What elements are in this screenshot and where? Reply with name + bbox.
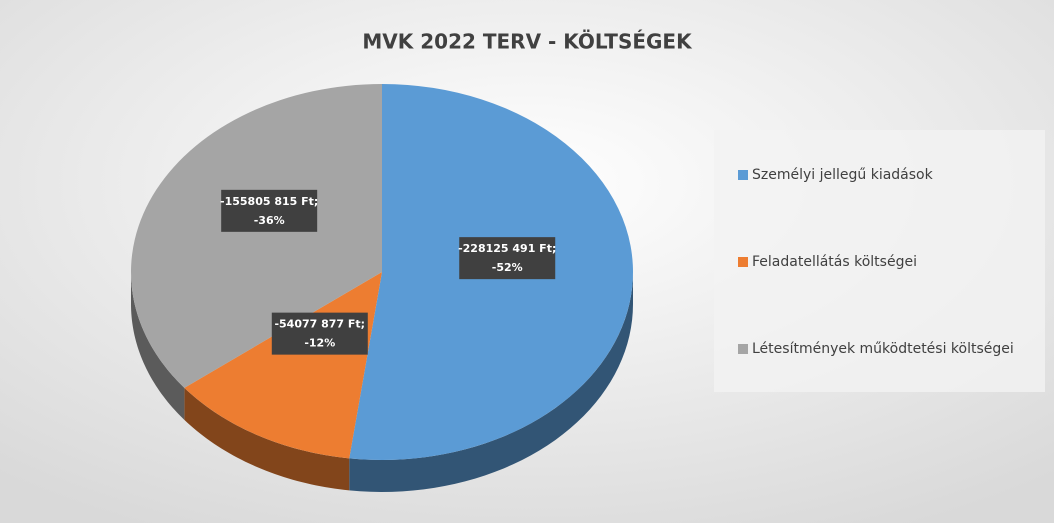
- data-label: -36%: [254, 214, 285, 227]
- pie-side: [131, 272, 185, 420]
- data-label-box: [271, 312, 368, 355]
- legend-label: Létesítmények működtetési költségei: [752, 341, 1014, 357]
- pie-side: [349, 272, 633, 492]
- data-label: -228125 491 Ft;: [458, 242, 556, 255]
- data-label-box: [221, 189, 318, 232]
- legend-label: Személyi jellegű kiadások: [752, 167, 934, 183]
- legend-box: [714, 130, 1045, 392]
- data-label: -54077 877 Ft;: [274, 318, 365, 331]
- data-label-box: [459, 237, 556, 280]
- pie-side: [184, 387, 350, 491]
- pie-slice: [131, 84, 382, 388]
- legend-swatch: [738, 344, 748, 354]
- legend-label: Feladatellátás költségei: [752, 254, 917, 270]
- data-label: -155805 815 Ft;: [220, 195, 318, 208]
- chart-title: MVK 2022 TERV - KÖLTSÉGEK: [362, 30, 693, 54]
- legend-swatch: [738, 170, 748, 180]
- data-label: -12%: [304, 337, 335, 350]
- legend-swatch: [738, 257, 748, 267]
- data-label: -52%: [492, 261, 523, 274]
